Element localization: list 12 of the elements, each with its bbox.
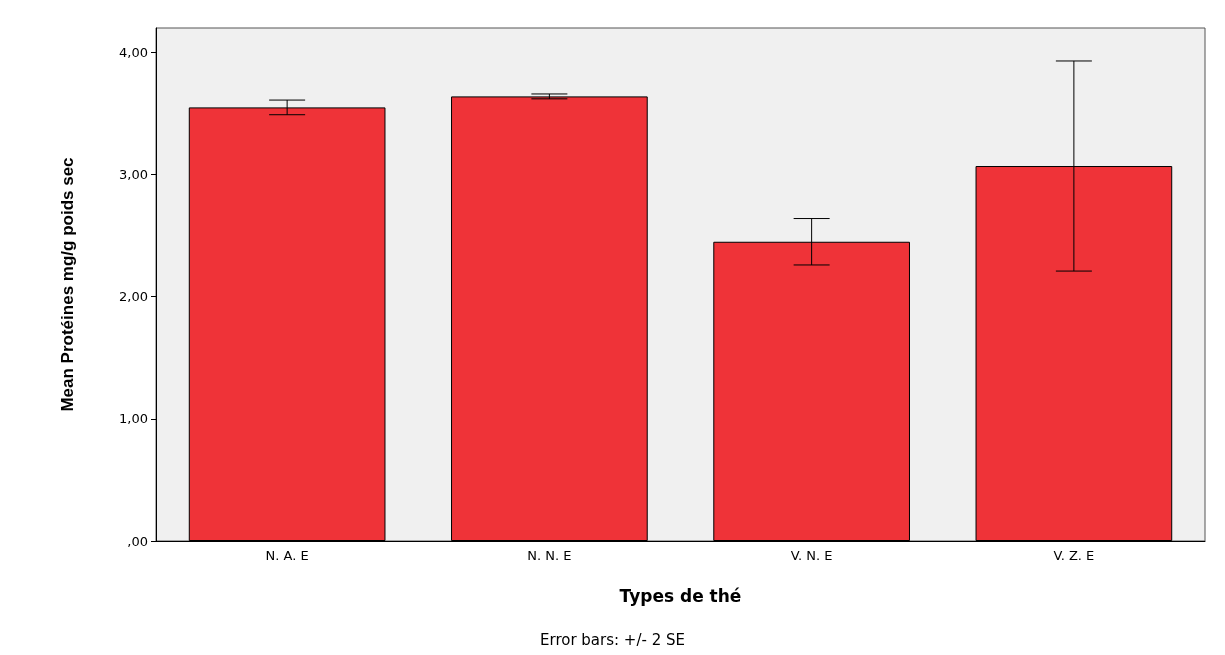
y-tick-label: 4,00 (119, 44, 148, 60)
text: Error bars: +/- 2 SE (540, 630, 685, 649)
x-tick-label: V. N. E (790, 548, 833, 563)
x-tick-label: V. Z. E (1053, 548, 1095, 563)
x-tick-label: N. A. E (265, 548, 309, 563)
x-axis-title: Types de thé (619, 585, 742, 606)
y-tick-label: 1,00 (119, 411, 148, 427)
y-axis-title: Mean Protéines mg/g poids sec (58, 157, 77, 412)
y-tick-label: 3,00 (119, 167, 148, 183)
y-tick-label: ,00 (127, 533, 148, 549)
y-tick-label: 2,00 (119, 289, 148, 305)
x-tick-label: N. N. E (527, 548, 572, 563)
